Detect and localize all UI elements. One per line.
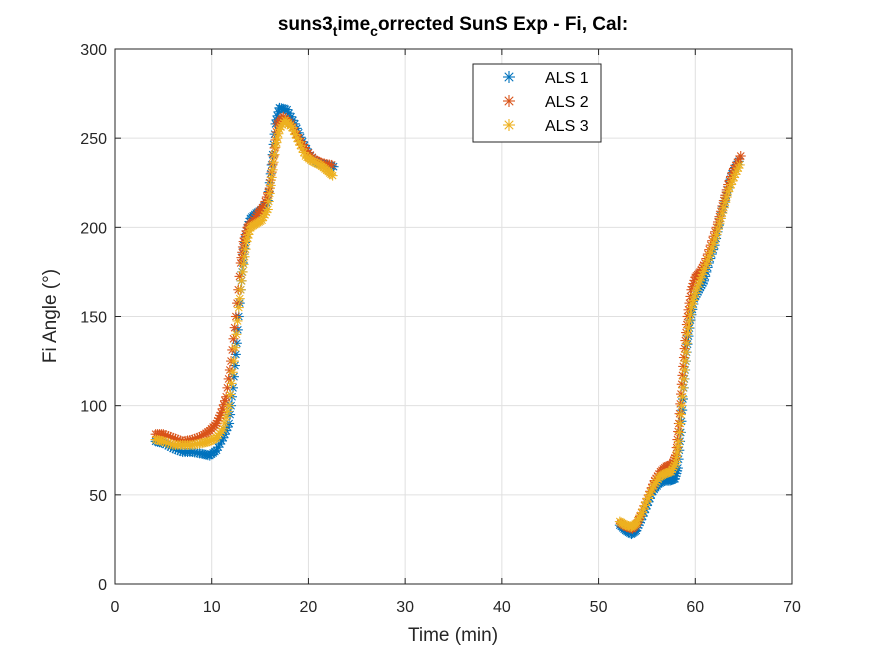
data-point <box>238 259 249 270</box>
data-point <box>673 436 684 447</box>
title-part-rest: orrected SunS Exp - Fi, Cal: <box>378 14 628 35</box>
legend-marker <box>503 95 515 107</box>
data-point <box>682 329 693 340</box>
data-point <box>677 391 688 402</box>
data-point <box>265 180 276 191</box>
data-point <box>679 365 690 375</box>
series-3 <box>150 115 745 532</box>
data-point <box>240 244 251 255</box>
data-point <box>232 315 243 326</box>
y-tick-label: 200 <box>80 220 107 237</box>
data-point <box>236 275 247 286</box>
x-axis-label: Time (min) <box>408 625 498 646</box>
title-part-main: suns3 <box>278 14 333 35</box>
x-tick-label: 0 <box>111 599 120 616</box>
data-point <box>234 293 245 304</box>
data-point <box>683 322 694 333</box>
data-point <box>267 164 278 175</box>
title-part-mid: ime <box>337 14 370 35</box>
data-point <box>327 170 338 181</box>
y-tick-label: 300 <box>80 42 107 59</box>
legend-entry: ALS 1 <box>545 70 589 87</box>
data-point <box>230 342 241 353</box>
data-point <box>674 427 685 438</box>
data-point <box>222 406 233 417</box>
data-point <box>695 275 706 286</box>
title-subscript-c: c <box>370 23 378 39</box>
data-point <box>714 218 725 229</box>
x-tick-label: 50 <box>590 599 608 616</box>
data-point <box>269 149 280 160</box>
data-point <box>673 441 684 452</box>
data-point <box>678 382 689 393</box>
data-point <box>226 378 237 389</box>
data-point <box>231 329 242 340</box>
x-tick-label: 40 <box>493 599 511 616</box>
data-point <box>227 367 238 378</box>
data-point <box>235 284 246 295</box>
data-point <box>680 356 691 367</box>
data-point <box>224 400 235 411</box>
data-point <box>228 356 239 367</box>
data-point <box>735 151 746 161</box>
data-point <box>692 282 703 293</box>
data-point <box>685 309 696 320</box>
data-point <box>218 423 229 434</box>
x-tick-label: 20 <box>300 599 318 616</box>
axis-ticks: 0 10 20 30 40 50 60 70 0 50 100 150 200 250 300 <box>80 42 801 616</box>
data-point <box>678 373 689 384</box>
data-point <box>263 196 274 207</box>
y-tick-label: 0 <box>98 577 107 594</box>
data-point <box>264 188 275 199</box>
y-axis-label: Fi Angle (°) <box>40 269 61 363</box>
data-point <box>221 412 232 423</box>
legend-marker <box>503 71 515 83</box>
data-point <box>670 457 681 468</box>
data-point <box>233 302 244 313</box>
x-tick-label: 30 <box>396 599 414 616</box>
data-point <box>266 172 277 183</box>
legend-box <box>472 63 602 143</box>
data-point <box>718 202 729 213</box>
data-point <box>225 389 236 400</box>
y-tick-label: 50 <box>89 488 107 505</box>
data-points <box>150 102 746 540</box>
data-point <box>268 157 279 168</box>
data-point <box>684 315 695 326</box>
data-point <box>219 418 230 429</box>
data-point <box>675 418 686 429</box>
data-point <box>671 452 682 463</box>
legend-marker <box>503 119 515 131</box>
data-point <box>672 447 683 458</box>
y-tick-label: 100 <box>80 399 107 416</box>
data-point <box>676 400 687 411</box>
legend-entry: ALS 2 <box>545 94 589 111</box>
data-point <box>731 166 742 177</box>
data-point <box>228 371 239 382</box>
data-point <box>262 204 273 215</box>
data-point <box>676 409 687 420</box>
data-point <box>237 266 248 277</box>
data-point <box>734 159 745 170</box>
y-tick-label: 250 <box>80 131 107 148</box>
data-point <box>681 338 692 349</box>
chart-title: suns3timecorrected SunS Exp - Fi, Cal: <box>278 14 628 39</box>
data-point <box>681 347 692 358</box>
x-tick-label: 10 <box>203 599 221 616</box>
y-tick-label: 150 <box>80 310 107 327</box>
legend-entry: ALS 3 <box>545 118 589 135</box>
x-tick-label: 70 <box>783 599 801 616</box>
legend: ALS 1 ALS 2 ALS 3 <box>472 63 602 143</box>
title-subscript-t: t <box>333 23 338 39</box>
data-point <box>239 251 250 262</box>
x-tick-label: 60 <box>686 599 704 616</box>
